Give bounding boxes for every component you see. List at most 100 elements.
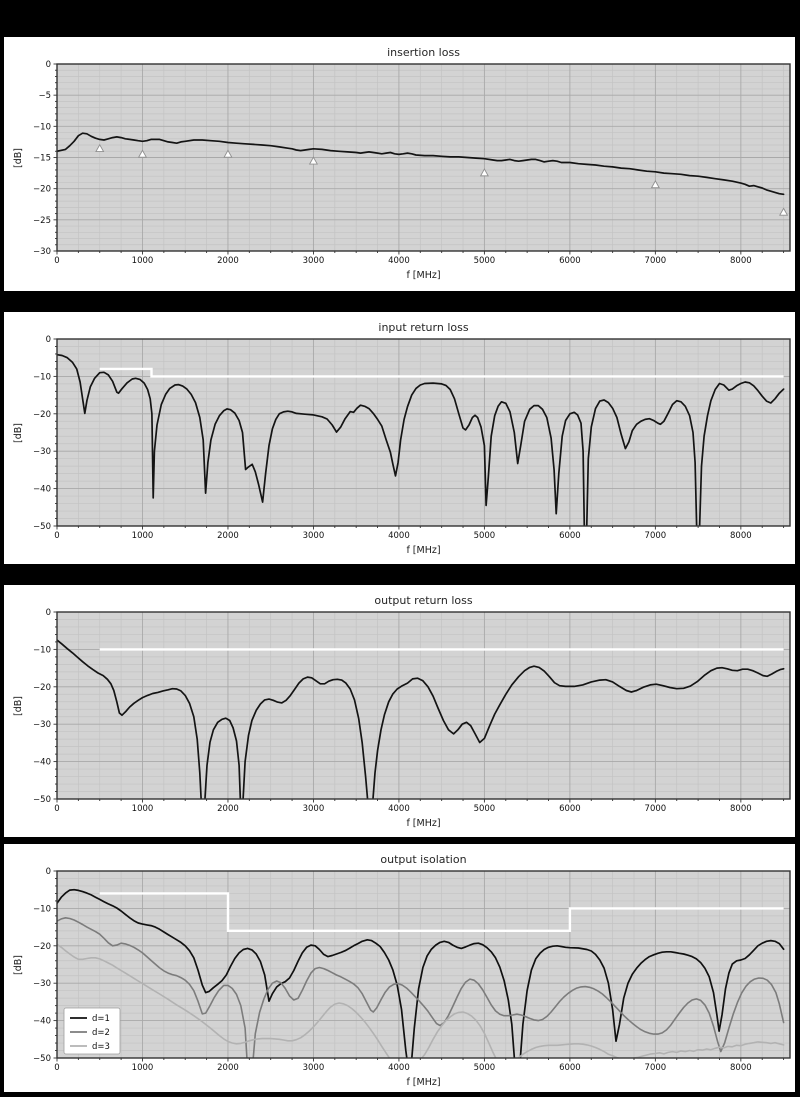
plot-spines	[56, 338, 791, 527]
svg-text:−10: −10	[33, 372, 51, 382]
svg-text:−25: −25	[33, 216, 51, 226]
svg-text:−30: −30	[33, 979, 51, 989]
plot-area	[57, 339, 790, 526]
svg-text:0: 0	[54, 256, 59, 266]
series-d-3	[57, 943, 785, 1058]
tick-labels: 0 1000 2000 3000 4000 5000 6000 7000 8000 0 −5 −10 −…	[33, 60, 752, 266]
output-return-loss-chart: 0 1000 2000 3000 4000 5000 6000 7000 8000 0 −10 −20…	[4, 585, 795, 837]
chart-title: output return loss	[374, 594, 473, 607]
y-axis-label: [dB]	[13, 423, 24, 443]
chart-canvas: 0 1000 2000 3000 4000 5000 6000 7000 8000 0 −10 −20…	[33, 608, 791, 814]
svg-text:4000: 4000	[388, 531, 410, 541]
spec-limit-line	[99, 367, 784, 378]
legend-label: d=1	[92, 1014, 110, 1024]
svg-text:−30: −30	[33, 447, 51, 457]
svg-text:1000: 1000	[132, 804, 154, 814]
axis-ticks	[53, 870, 785, 1062]
svg-text:2000: 2000	[217, 1063, 239, 1073]
y-axis-label: [dB]	[13, 696, 24, 716]
x-axis-label: f [MHz]	[406, 1077, 441, 1088]
svg-text:5000: 5000	[474, 804, 496, 814]
series-d-1	[57, 888, 785, 1058]
y-axis-label: [dB]	[13, 148, 24, 168]
svg-text:7000: 7000	[645, 804, 667, 814]
svg-text:6000: 6000	[559, 804, 581, 814]
svg-text:8000: 8000	[730, 531, 752, 541]
svg-text:1000: 1000	[132, 256, 154, 266]
svg-text:0: 0	[54, 804, 59, 814]
series-output-return-loss	[57, 639, 785, 799]
svg-text:0: 0	[46, 867, 51, 877]
svg-text:3000: 3000	[303, 531, 325, 541]
legend: d=1 d=2 d=3	[63, 1007, 121, 1055]
svg-text:−15: −15	[33, 154, 51, 164]
svg-text:1000: 1000	[132, 1063, 154, 1073]
minor-grid	[57, 339, 790, 526]
series-input-return-loss	[57, 353, 785, 526]
svg-text:−10: −10	[33, 122, 51, 132]
svg-text:−40: −40	[33, 1017, 51, 1027]
svg-text:7000: 7000	[645, 531, 667, 541]
legend-label: d=2	[92, 1028, 110, 1038]
chart-canvas: 0 1000 2000 3000 4000 5000 6000 7000 8000 0 −5 −10 −…	[33, 60, 791, 266]
svg-text:4000: 4000	[388, 804, 410, 814]
svg-text:−10: −10	[33, 904, 51, 914]
tick-labels: 0 1000 2000 3000 4000 5000 6000 7000 8000 0 −10 −20…	[33, 608, 752, 814]
y-axis-label: [dB]	[13, 955, 24, 975]
insertion-loss-chart: 0 1000 2000 3000 4000 5000 6000 7000 8000 0 −5 −10 −…	[4, 37, 795, 291]
x-axis-label: f [MHz]	[406, 270, 441, 281]
svg-text:6000: 6000	[559, 256, 581, 266]
svg-text:−30: −30	[33, 720, 51, 730]
axis-ticks	[53, 611, 785, 803]
input-return-loss-chart: 0 1000 2000 3000 4000 5000 6000 7000 8000 0 −10 −20…	[4, 312, 795, 564]
svg-text:−20: −20	[33, 185, 51, 195]
svg-text:3000: 3000	[303, 804, 325, 814]
svg-text:−50: −50	[33, 795, 51, 805]
tick-labels: 0 1000 2000 3000 4000 5000 6000 7000 8000 0 −10 −20…	[33, 335, 752, 541]
minor-grid	[57, 612, 790, 799]
legend-label: d=3	[92, 1042, 110, 1052]
svg-text:4000: 4000	[388, 256, 410, 266]
svg-text:−40: −40	[33, 485, 51, 495]
svg-text:2000: 2000	[217, 256, 239, 266]
svg-text:0: 0	[54, 531, 59, 541]
svg-text:3000: 3000	[303, 1063, 325, 1073]
svg-text:8000: 8000	[730, 1063, 752, 1073]
svg-text:8000: 8000	[730, 804, 752, 814]
svg-text:−20: −20	[33, 942, 51, 952]
svg-text:0: 0	[54, 1063, 59, 1073]
series-insertion-loss	[57, 132, 785, 196]
svg-text:0: 0	[46, 608, 51, 618]
svg-text:−20: −20	[33, 410, 51, 420]
svg-text:1000: 1000	[132, 531, 154, 541]
tick-labels: 0 1000 2000 3000 4000 5000 6000 7000 8000 0 −10 −20…	[33, 867, 752, 1073]
series-d-2	[57, 917, 785, 1058]
svg-text:4000: 4000	[388, 1063, 410, 1073]
plot-spines	[56, 611, 791, 800]
svg-text:7000: 7000	[645, 256, 667, 266]
svg-text:8000: 8000	[730, 256, 752, 266]
plot-area	[57, 612, 790, 799]
svg-text:3000: 3000	[303, 256, 325, 266]
svg-text:2000: 2000	[217, 531, 239, 541]
axis-ticks	[53, 338, 785, 530]
svg-text:−40: −40	[33, 758, 51, 768]
svg-text:−50: −50	[33, 522, 51, 532]
svg-text:2000: 2000	[217, 804, 239, 814]
svg-text:7000: 7000	[645, 1063, 667, 1073]
svg-text:−5: −5	[38, 91, 51, 101]
plot-spines	[56, 870, 791, 1059]
x-axis-label: f [MHz]	[406, 818, 441, 829]
axis-ticks	[53, 63, 785, 255]
chart-title: insertion loss	[387, 46, 460, 59]
svg-text:5000: 5000	[474, 531, 496, 541]
svg-text:−50: −50	[33, 1054, 51, 1064]
chart-title: input return loss	[378, 321, 469, 334]
svg-text:5000: 5000	[474, 256, 496, 266]
svg-text:5000: 5000	[474, 1063, 496, 1073]
svg-text:6000: 6000	[559, 531, 581, 541]
svg-text:0: 0	[46, 335, 51, 345]
svg-text:−10: −10	[33, 645, 51, 655]
chart-canvas: 0 1000 2000 3000 4000 5000 6000 7000 8000 0 −10 −20…	[33, 867, 791, 1073]
